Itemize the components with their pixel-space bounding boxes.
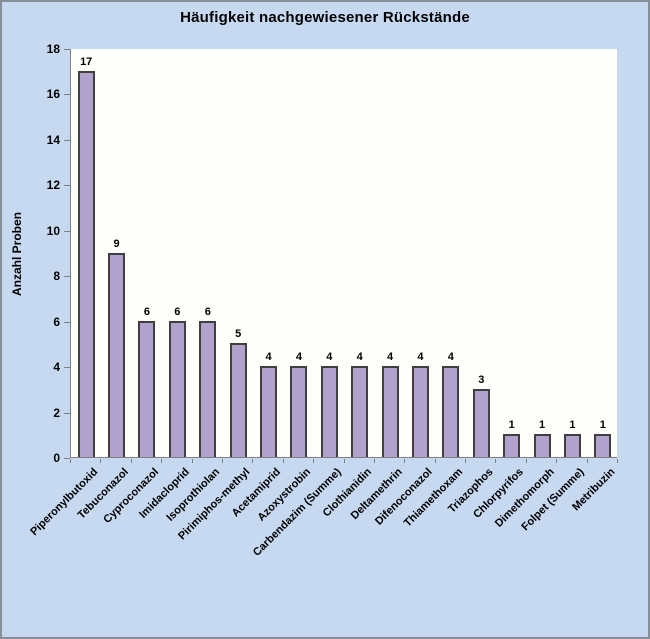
- chart-title: Häufigkeit nachgewiesener Rückstände: [180, 9, 470, 26]
- y-tick-mark: [64, 412, 70, 414]
- bar-value-label: 3: [478, 373, 485, 386]
- x-tick-mark: [161, 459, 163, 463]
- bar-value-label: 6: [143, 305, 151, 318]
- y-tick-mark: [64, 230, 70, 232]
- bar-value-label: 9: [113, 237, 120, 250]
- bar-value-label: 4: [447, 351, 454, 364]
- bar: [168, 320, 186, 457]
- x-tick-mark: [221, 459, 223, 463]
- bar-value-label: 1: [569, 419, 576, 432]
- x-tick-mark: [100, 459, 102, 463]
- y-tick-label: 18: [46, 42, 60, 56]
- bar-value-label: 6: [204, 305, 211, 318]
- bar-value-label: 1: [508, 419, 515, 432]
- x-tick-mark: [525, 459, 527, 463]
- y-tick-label: 16: [46, 87, 60, 102]
- x-tick-mark: [404, 459, 406, 463]
- bar: [108, 252, 126, 457]
- y-tick-label: 8: [53, 269, 60, 284]
- bar: [199, 320, 217, 457]
- bar-value-label: 4: [417, 351, 424, 364]
- y-tick-label: 12: [46, 178, 60, 193]
- bar: [320, 366, 338, 457]
- y-tick-mark: [64, 367, 70, 369]
- x-tick-mark: [586, 459, 588, 463]
- x-tick-mark: [556, 459, 558, 463]
- y-tick-label: 4: [53, 360, 60, 375]
- x-tick-mark: [252, 459, 254, 463]
- x-tick-mark: [313, 459, 315, 463]
- bar: [594, 434, 612, 457]
- bar: [411, 366, 429, 457]
- bar-value-label: 6: [174, 305, 181, 318]
- bar-value-label: 4: [356, 351, 363, 364]
- y-tick-mark: [64, 49, 70, 50]
- x-tick-mark: [282, 459, 284, 463]
- bar: [533, 434, 551, 457]
- bar: [290, 366, 308, 457]
- y-axis-title: Anzahl Proben: [10, 211, 24, 296]
- y-tick-label: 10: [46, 223, 60, 238]
- bar-value-label: 1: [599, 419, 606, 432]
- y-tick-mark: [64, 276, 70, 278]
- bar: [442, 366, 460, 457]
- x-tick-mark: [617, 459, 618, 463]
- y-tick-label: 0: [53, 451, 60, 465]
- bar-value-label: 5: [235, 328, 242, 341]
- y-tick-mark: [64, 185, 70, 187]
- bar: [472, 388, 490, 457]
- bar-value-label: 4: [265, 351, 272, 364]
- x-tick-mark: [465, 459, 467, 463]
- plot-area: 17 9 6 6 6 5 4 4 4 4 4 4 4 3 1 1 1 1: [70, 49, 617, 458]
- bar-value-label: 4: [387, 351, 394, 364]
- x-tick-mark: [373, 459, 375, 463]
- y-tick-label: 14: [46, 132, 60, 147]
- y-tick-label: 6: [53, 314, 60, 329]
- bar-value-label: 17: [80, 55, 93, 68]
- bar: [381, 366, 399, 457]
- x-tick-mark: [130, 459, 132, 463]
- y-tick-mark: [64, 321, 70, 323]
- bar: [77, 70, 95, 457]
- bar: [503, 434, 521, 457]
- bar-value-label: 4: [295, 351, 302, 364]
- x-tick-mark: [343, 459, 345, 463]
- bar: [351, 366, 369, 457]
- y-tick-mark: [64, 458, 70, 459]
- x-tick-mark: [70, 459, 71, 463]
- x-tick-mark: [495, 459, 497, 463]
- x-tick-mark: [191, 459, 193, 463]
- x-tick-mark: [434, 459, 436, 463]
- bar: [563, 434, 581, 457]
- bar: [260, 366, 278, 457]
- y-tick-mark: [64, 139, 70, 141]
- y-tick-mark: [64, 94, 70, 96]
- y-tick-label: 2: [53, 405, 60, 420]
- bar: [229, 343, 247, 457]
- bar: [138, 320, 156, 457]
- bar-value-label: 1: [538, 419, 546, 432]
- bar-value-label: 4: [326, 351, 333, 364]
